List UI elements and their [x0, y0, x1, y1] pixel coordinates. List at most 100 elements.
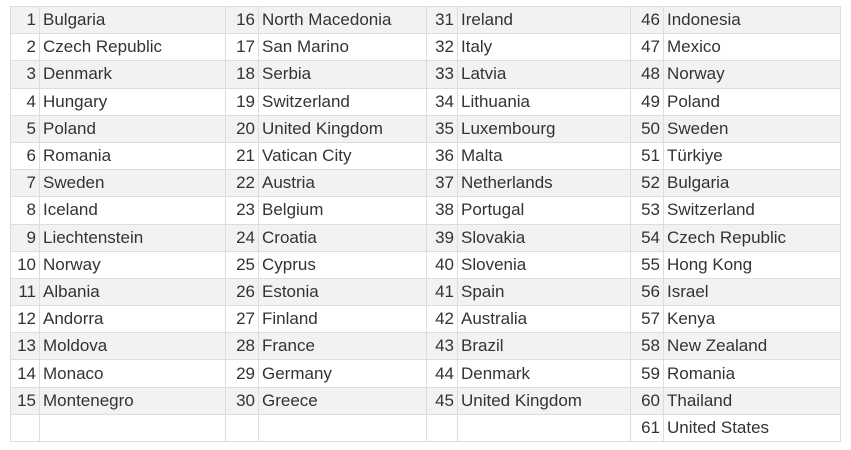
table-row: 61 United States — [10, 413, 841, 443]
rank-cell: 55 — [630, 250, 664, 279]
country-cell: Switzerland — [258, 87, 427, 116]
country-cell: North Macedonia — [258, 5, 427, 35]
country-cell — [39, 413, 226, 443]
rank-cell: 50 — [630, 114, 664, 143]
country-cell: France — [258, 332, 427, 361]
country-cell: Ireland — [457, 5, 631, 35]
rank-cell: 30 — [225, 386, 259, 415]
rank-cell: 22 — [225, 169, 259, 198]
country-cell: Serbia — [258, 60, 427, 89]
rank-cell: 32 — [426, 33, 458, 62]
country-cell — [457, 413, 631, 443]
country-cell: Norway — [663, 60, 841, 89]
country-cell: Switzerland — [663, 196, 841, 225]
country-cell: Moldova — [39, 332, 226, 361]
country-cell: United Kingdom — [457, 386, 631, 415]
table-row: 15 Montenegro 30 Greece 45 United Kingdom 60 Th… — [10, 386, 841, 415]
rank-cell: 45 — [426, 386, 458, 415]
rank-cell: 23 — [225, 196, 259, 225]
rank-cell: 7 — [10, 169, 40, 198]
rank-cell: 18 — [225, 60, 259, 89]
country-cell: Austria — [258, 169, 427, 198]
rank-cell: 14 — [10, 359, 40, 388]
rank-cell: 1 — [10, 5, 40, 35]
country-cell: Denmark — [457, 359, 631, 388]
table-row: 14 Monaco 29 Germany 44 Denmark 59 Romania — [10, 359, 841, 388]
country-cell: Finland — [258, 305, 427, 334]
country-cell: Indonesia — [663, 5, 841, 35]
country-cell: Türkiye — [663, 141, 841, 171]
country-cell: San Marino — [258, 33, 427, 62]
table-body: 1 Bulgaria 16 North Macedonia 31 Ireland 46 Ind… — [10, 5, 841, 443]
rank-cell: 12 — [10, 305, 40, 334]
rank-cell: 39 — [426, 223, 458, 252]
rank-cell: 44 — [426, 359, 458, 388]
rank-cell: 59 — [630, 359, 664, 388]
country-cell: Bulgaria — [663, 169, 841, 198]
country-cell: Netherlands — [457, 169, 631, 198]
rank-cell: 56 — [630, 277, 664, 307]
country-cell: Germany — [258, 359, 427, 388]
rank-cell: 21 — [225, 141, 259, 171]
rank-cell: 13 — [10, 332, 40, 361]
rank-cell: 41 — [426, 277, 458, 307]
country-cell: Mexico — [663, 33, 841, 62]
rank-cell: 28 — [225, 332, 259, 361]
country-cell: Sweden — [39, 169, 226, 198]
country-cell: Romania — [663, 359, 841, 388]
rank-cell: 36 — [426, 141, 458, 171]
table-row: 3 Denmark 18 Serbia 33 Latvia 48 Norway — [10, 60, 841, 89]
country-cell: Bulgaria — [39, 5, 226, 35]
rank-cell: 16 — [225, 5, 259, 35]
rank-cell: 61 — [630, 413, 664, 443]
table-row: 2 Czech Republic 17 San Marino 32 Italy 47 Mexi… — [10, 33, 841, 62]
rank-cell: 47 — [630, 33, 664, 62]
rank-cell: 26 — [225, 277, 259, 307]
country-cell: Portugal — [457, 196, 631, 225]
rank-cell: 40 — [426, 250, 458, 279]
country-cell: United Kingdom — [258, 114, 427, 143]
country-cell: Latvia — [457, 60, 631, 89]
table-row: 8 Iceland 23 Belgium 38 Portugal 53 Switzerland — [10, 196, 841, 225]
table-row: 13 Moldova 28 France 43 Brazil 58 New Zealand — [10, 332, 841, 361]
country-cell: Sweden — [663, 114, 841, 143]
rank-cell: 8 — [10, 196, 40, 225]
country-cell: Belgium — [258, 196, 427, 225]
rank-cell: 27 — [225, 305, 259, 334]
rank-cell: 5 — [10, 114, 40, 143]
rank-cell: 24 — [225, 223, 259, 252]
country-list-table: 1 Bulgaria 16 North Macedonia 31 Ireland 46 Ind… — [10, 5, 841, 443]
table-row: 1 Bulgaria 16 North Macedonia 31 Ireland 46 Ind… — [10, 5, 841, 35]
rank-cell: 43 — [426, 332, 458, 361]
country-cell: Spain — [457, 277, 631, 307]
rank-cell: 37 — [426, 169, 458, 198]
table-row: 7 Sweden 22 Austria 37 Netherlands 52 Bulgaria — [10, 169, 841, 198]
rank-cell: 49 — [630, 87, 664, 116]
country-cell: Monaco — [39, 359, 226, 388]
country-cell: Lithuania — [457, 87, 631, 116]
table-row: 10 Norway 25 Cyprus 40 Slovenia 55 Hong Kong — [10, 250, 841, 279]
table-row: 5 Poland 20 United Kingdom 35 Luxembourg 50 Swe… — [10, 114, 841, 143]
rank-cell: 51 — [630, 141, 664, 171]
country-cell: United States — [663, 413, 841, 443]
table-row: 11 Albania 26 Estonia 41 Spain 56 Israel — [10, 277, 841, 307]
country-cell: Albania — [39, 277, 226, 307]
country-cell: Italy — [457, 33, 631, 62]
country-cell: Hungary — [39, 87, 226, 116]
country-cell: Andorra — [39, 305, 226, 334]
country-cell: Montenegro — [39, 386, 226, 415]
rank-cell: 25 — [225, 250, 259, 279]
rank-cell: 2 — [10, 33, 40, 62]
country-cell: Iceland — [39, 196, 226, 225]
rank-cell: 3 — [10, 60, 40, 89]
rank-cell — [426, 413, 458, 443]
rank-cell: 54 — [630, 223, 664, 252]
country-cell: Cyprus — [258, 250, 427, 279]
country-cell: Greece — [258, 386, 427, 415]
rank-cell: 4 — [10, 87, 40, 116]
country-cell: New Zealand — [663, 332, 841, 361]
country-cell: Hong Kong — [663, 250, 841, 279]
rank-cell: 57 — [630, 305, 664, 334]
rank-cell: 17 — [225, 33, 259, 62]
country-cell: Malta — [457, 141, 631, 171]
